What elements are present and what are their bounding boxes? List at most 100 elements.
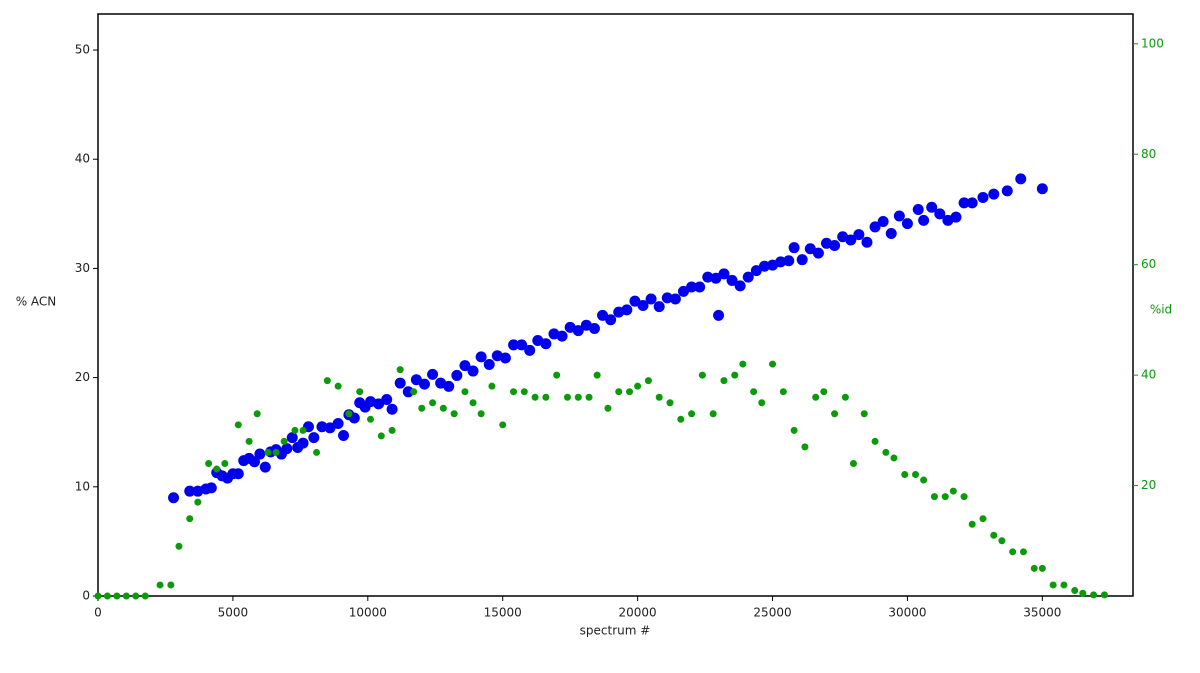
point [775,256,787,268]
point [381,393,393,405]
point [418,378,430,390]
point [655,393,663,401]
point [1038,564,1046,572]
point [167,581,175,589]
point [686,281,698,293]
point [386,403,398,415]
point [356,388,364,396]
point [1071,586,1079,594]
point [820,388,828,396]
point [758,260,770,272]
point [272,448,280,456]
y2-tick-label: 80 [1141,147,1156,161]
point [713,309,725,321]
point [597,309,609,321]
x-tick-label: 25000 [753,606,791,620]
point [653,301,665,313]
point [739,360,747,368]
point [960,493,968,501]
y-tick-label: 30 [75,261,90,275]
point [958,197,970,209]
y2-axis-label: %id [1150,303,1172,317]
point [556,330,568,342]
point [769,360,777,368]
point [281,443,293,455]
point [990,531,998,539]
point [264,448,272,456]
point [750,265,762,277]
point [893,210,905,222]
point [332,417,344,429]
x-tick-label: 15000 [484,606,522,620]
y-tick-label: 40 [75,152,90,166]
point [253,410,261,418]
point [912,471,920,479]
point [841,393,849,401]
point [585,393,593,401]
plot-frame [97,13,1134,597]
point [709,410,717,418]
point [801,443,809,451]
point [439,404,447,412]
point [427,368,439,380]
point [677,415,685,423]
point [175,542,183,550]
point [934,208,946,220]
point [323,377,331,385]
point [979,515,987,523]
point [245,437,253,445]
point [1090,591,1098,599]
point [461,388,469,396]
point [788,242,800,254]
point [510,388,518,396]
point [710,272,722,284]
point [542,393,550,401]
point [299,426,307,434]
point [324,422,336,434]
point [1079,589,1087,597]
point [626,388,634,396]
point [845,234,857,246]
point [977,191,989,203]
point [194,498,202,506]
point [499,352,511,364]
point [988,188,1000,200]
x-tick-label: 5000 [218,606,249,620]
point [666,399,674,407]
point [1030,564,1038,572]
point [1015,173,1027,185]
point [661,292,673,304]
point [796,254,808,266]
y2-tick-label: 100 [1141,36,1164,50]
point [645,293,657,305]
point [388,426,396,434]
point [860,410,868,418]
point [949,487,957,495]
point [232,468,244,480]
point [812,393,820,401]
x-axis-label: spectrum # [580,624,651,638]
point [615,388,623,396]
point [451,369,463,381]
point [605,314,617,326]
point [669,293,681,305]
point [113,592,121,600]
y2-tick-label: 20 [1141,478,1156,492]
point [882,448,890,456]
point [254,448,266,460]
point [377,432,385,440]
point [637,300,649,312]
point [499,421,507,429]
point [213,465,221,473]
point [998,537,1006,545]
point [720,377,728,385]
point [338,429,350,441]
point [313,448,321,456]
point [367,415,375,423]
point [477,410,485,418]
x-tick-label: 30000 [888,606,926,620]
point [1009,548,1017,556]
point [516,339,528,351]
point [186,515,194,523]
point [373,398,385,410]
